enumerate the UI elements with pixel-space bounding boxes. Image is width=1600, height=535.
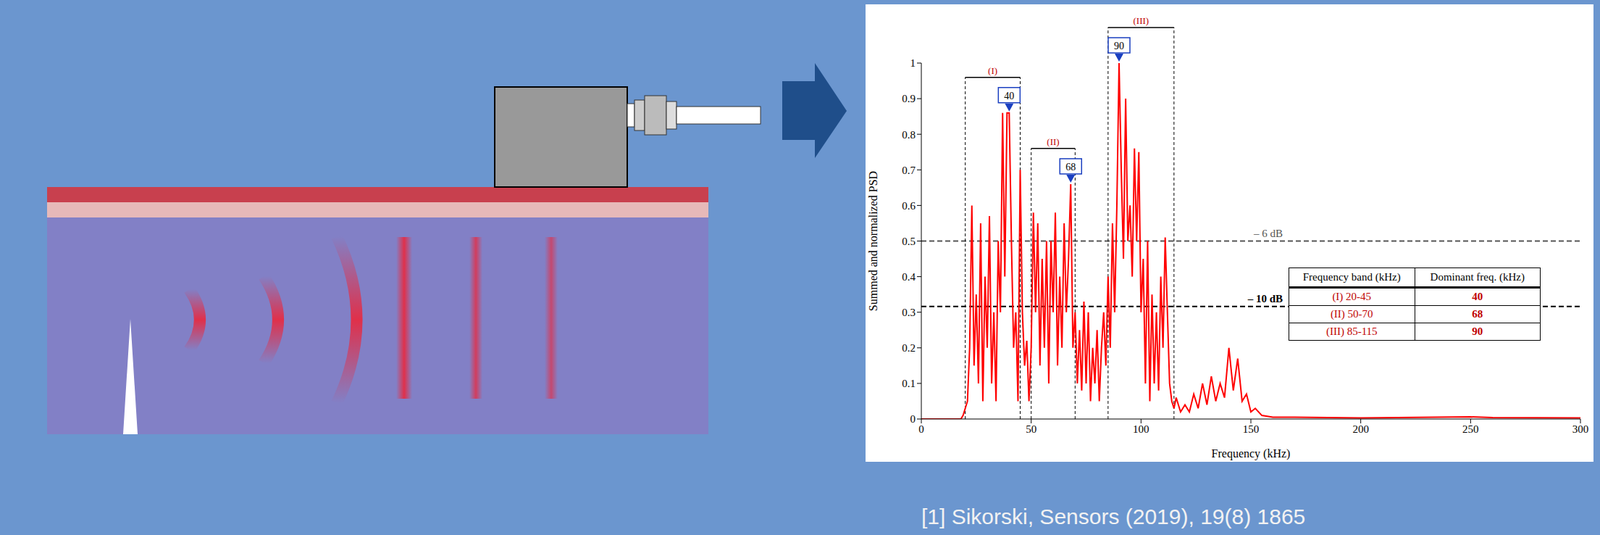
svg-text:Frequency (kHz): Frequency (kHz)	[1211, 446, 1291, 460]
svg-text:0: 0	[910, 412, 917, 425]
svg-text:0.1: 0.1	[901, 377, 916, 389]
svg-text:200: 200	[1352, 422, 1369, 435]
svg-text:90: 90	[1113, 40, 1125, 52]
svg-text:0.2: 0.2	[901, 341, 916, 354]
html-text:(II) 50-70: (II) 50-70	[1330, 307, 1374, 320]
svg-text:0.6: 0.6	[901, 199, 916, 212]
svg-text:50: 50	[1025, 422, 1037, 435]
svg-text:0.4: 0.4	[901, 270, 916, 283]
svg-text:Summed and normalized PSD: Summed and normalized PSD	[866, 170, 880, 311]
html-text:(I) 20-45: (I) 20-45	[1332, 290, 1372, 303]
svg-text:(III): (III)	[1133, 15, 1150, 27]
svg-text:100: 100	[1132, 422, 1150, 435]
svg-text:0.9: 0.9	[901, 92, 916, 105]
svg-text:250: 250	[1462, 422, 1480, 435]
svg-text:1: 1	[910, 57, 917, 69]
svg-text:– 10 dB: – 10 dB	[1247, 292, 1283, 305]
html-text:40: 40	[1472, 290, 1483, 303]
svg-text:40: 40	[1003, 90, 1015, 102]
svg-text:– 6 dB: – 6 dB	[1253, 227, 1283, 240]
svg-text:0.8: 0.8	[901, 128, 916, 141]
html-text:(III) 85-115: (III) 85-115	[1326, 325, 1378, 337]
svg-text:(I): (I)	[987, 65, 998, 77]
svg-text:0.5: 0.5	[901, 235, 916, 247]
svg-text:68: 68	[1065, 161, 1076, 173]
html-text:68: 68	[1472, 307, 1483, 320]
html-text:Dominant freq. (kHz): Dominant freq. (kHz)	[1430, 270, 1525, 283]
html-text:90: 90	[1472, 325, 1483, 337]
html-text:Frequency band (kHz): Frequency band (kHz)	[1302, 270, 1401, 283]
svg-text:0.7: 0.7	[901, 164, 916, 177]
svg-text:(II): (II)	[1046, 136, 1059, 148]
svg-text:150: 150	[1242, 422, 1260, 435]
svg-text:0.3: 0.3	[901, 306, 916, 318]
html-text:[1] Sikorski, Sensors (2019),: [1] Sikorski, Sensors (2019), 19(8) 1865	[921, 504, 1306, 529]
svg-text:0: 0	[918, 422, 925, 435]
svg-text:300: 300	[1572, 422, 1590, 435]
